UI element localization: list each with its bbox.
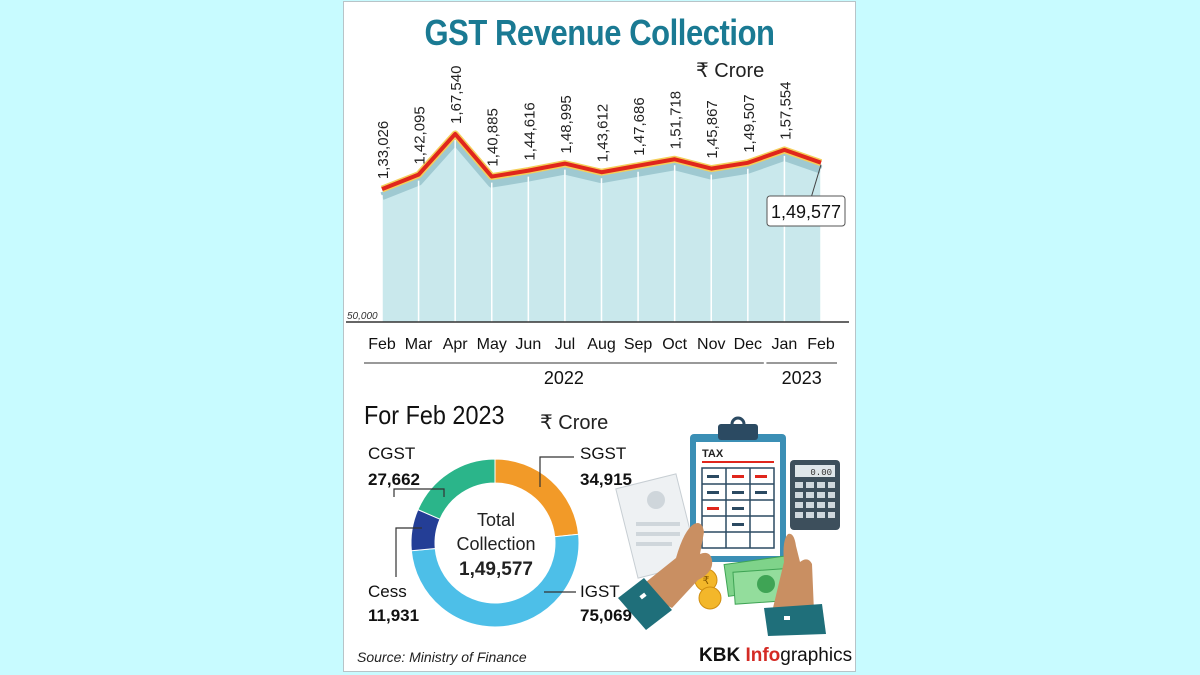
leader-line — [395, 527, 422, 577]
year-label: 2023 — [782, 368, 822, 388]
data-label: 1,57,554 — [777, 82, 794, 140]
donut-total: 1,49,577 — [459, 559, 533, 580]
callout-pointer — [810, 164, 822, 199]
person-icon — [647, 491, 665, 509]
x-tick-label: Jan — [772, 336, 798, 353]
brand-logo: KBK Infographics — [699, 645, 853, 666]
infographic-card: GST Revenue Collection ₹ Crore 1,33,026 1… — [343, 1, 856, 672]
tax-illustration: TAX 0.00 — [615, 416, 840, 636]
x-tick-label: Jul — [555, 336, 575, 353]
igst-value: 75,069 — [580, 606, 632, 625]
donut-hole — [435, 483, 555, 603]
donut-chart — [393, 456, 580, 628]
coin-icon: ₹ — [694, 568, 722, 610]
x-tick-label: Aug — [587, 336, 615, 353]
donut-center-line1: Total — [476, 510, 516, 530]
line-chart: 1,33,026 1,42,095 1,67,540 1,40,885 1,44,616… — [346, 66, 849, 388]
leader-line — [393, 488, 445, 497]
source-note: Source: Ministry of Finance — [357, 649, 527, 665]
data-label: 1,45,867 — [704, 100, 721, 158]
data-label: 1,42,095 — [412, 106, 429, 164]
x-tick-label: Feb — [368, 336, 396, 353]
series-line — [381, 131, 822, 192]
line-chart-unit: ₹ Crore — [696, 60, 765, 82]
year-label: 2022 — [544, 368, 584, 388]
donut-unit: ₹ Crore — [540, 412, 609, 434]
data-label: 1,40,885 — [485, 108, 502, 166]
donut-center-line2: Collection — [456, 534, 536, 554]
leader-line — [539, 456, 574, 487]
cess-label: Cess — [368, 582, 407, 601]
igst-label: IGST — [580, 582, 620, 601]
hand-right-icon — [764, 533, 826, 636]
callout-value: 1,49,577 — [771, 202, 841, 222]
donut-title: For Feb 2023 — [364, 400, 505, 430]
x-tick-label: May — [477, 336, 507, 353]
x-tick-label: Sep — [624, 336, 653, 353]
tax-text: TAX — [702, 448, 724, 460]
x-tick-label: Feb — [807, 336, 835, 353]
sgst-label: SGST — [580, 444, 627, 463]
x-tick-label: Mar — [405, 336, 433, 353]
data-label: 1,43,612 — [595, 104, 612, 162]
data-label: 1,33,026 — [375, 121, 392, 179]
x-tick-label: Oct — [662, 336, 687, 353]
data-label: 1,47,686 — [631, 97, 648, 155]
x-tick-label: Jun — [515, 336, 541, 353]
calculator-icon: 0.00 — [790, 460, 840, 530]
cgst-value: 27,662 — [368, 470, 420, 489]
y-axis-min-label: 50,000 — [347, 311, 378, 322]
clipboard-icon: TAX — [690, 416, 786, 562]
data-label: 1,51,718 — [668, 91, 685, 149]
chart-title: GST Revenue Collection — [424, 12, 775, 53]
x-tick-label: Nov — [697, 336, 725, 353]
cess-value: 11,931 — [368, 606, 420, 625]
data-label: 1,49,507 — [741, 94, 758, 152]
sgst-value: 34,915 — [580, 470, 632, 489]
hand-left-icon — [618, 523, 713, 630]
data-label: 1,48,995 — [558, 95, 575, 153]
x-tick-label: Dec — [734, 336, 762, 353]
data-label: 1,67,540 — [448, 66, 465, 124]
svg-text:0.00: 0.00 — [810, 468, 832, 478]
svg-text:₹: ₹ — [703, 574, 710, 587]
callout-box — [766, 195, 846, 227]
cgst-label: CGST — [368, 444, 416, 463]
x-tick-label: Apr — [443, 336, 469, 353]
data-label: 1,44,616 — [521, 102, 538, 160]
